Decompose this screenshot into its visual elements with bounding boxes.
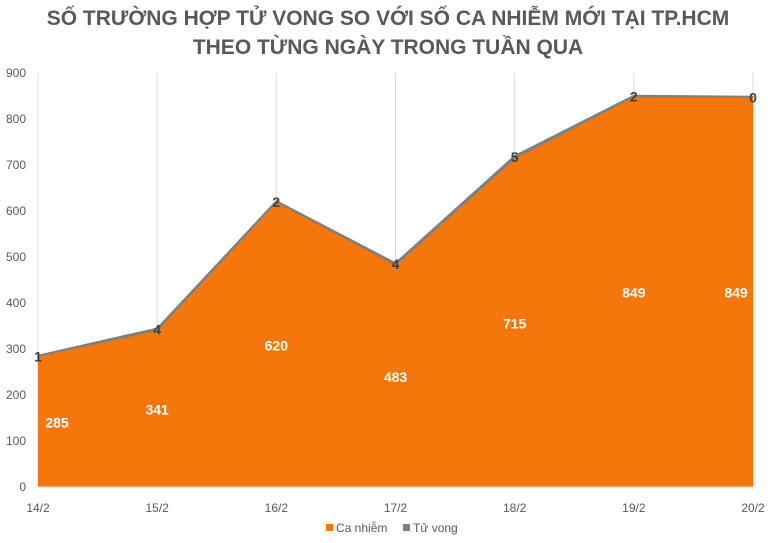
- data-label-ca-nhiem-20/2: 849: [724, 285, 748, 301]
- y-tick-300: 300: [6, 342, 26, 356]
- y-tick-200: 200: [6, 388, 26, 402]
- plot-area: [37, 94, 754, 488]
- series-area-tu-vong: [37, 94, 754, 357]
- data-label-tu-vong-16/2: 2: [272, 194, 280, 210]
- series-area-ca-nhiem: [38, 96, 753, 488]
- y-tick-700: 700: [6, 158, 26, 172]
- y-tick-800: 800: [6, 112, 26, 126]
- x-axis: 14/2 15/2 16/2 17/2 18/2 19/2 20/2: [26, 486, 765, 515]
- data-label-ca-nhiem-16/2: 620: [265, 337, 289, 353]
- legend: Ca nhiễm Tử vong: [326, 520, 458, 535]
- data-label-tu-vong-20/2: 0: [749, 89, 757, 105]
- data-label-ca-nhiem-18/2: 715: [503, 316, 527, 332]
- legend-swatch-ca-nhiem: [326, 524, 333, 531]
- y-tick-900: 900: [6, 66, 26, 80]
- data-label-ca-nhiem-15/2: 341: [145, 402, 169, 418]
- x-tick-16/2: 16/2: [265, 501, 289, 515]
- data-labels: 285 341 620 483 715 849 849 1 4 2 4 5 2 0: [34, 89, 757, 431]
- y-tick-500: 500: [6, 250, 26, 264]
- chart-title-line1: SỐ TRƯỜNG HỢP TỬ VONG SO VỚI SỐ CA NHIỄM…: [47, 6, 730, 30]
- x-tick-17/2: 17/2: [384, 501, 408, 515]
- x-tick-20/2: 20/2: [741, 501, 765, 515]
- legend-label-tu-vong: Tử vong: [413, 521, 458, 535]
- y-axis: 0 100 200 300 400 500 600 700 800 900: [6, 66, 26, 494]
- x-tick-19/2: 19/2: [622, 501, 646, 515]
- data-label-tu-vong-19/2: 2: [630, 89, 638, 105]
- legend-swatch-tu-vong: [403, 524, 410, 531]
- legend-label-ca-nhiem: Ca nhiễm: [336, 520, 387, 535]
- x-tick-18/2: 18/2: [503, 501, 527, 515]
- data-label-ca-nhiem-14/2: 285: [45, 414, 69, 430]
- y-tick-0: 0: [19, 480, 26, 494]
- x-tick-15/2: 15/2: [145, 501, 169, 515]
- chart-title-line2: THEO TỪNG NGÀY TRONG TUẦN QUA: [193, 35, 583, 59]
- y-tick-100: 100: [6, 434, 26, 448]
- data-label-tu-vong-15/2: 4: [153, 321, 161, 337]
- y-tick-400: 400: [6, 296, 26, 310]
- data-label-ca-nhiem-17/2: 483: [384, 369, 408, 385]
- data-label-tu-vong-17/2: 4: [392, 256, 400, 272]
- data-label-tu-vong-18/2: 5: [511, 149, 519, 165]
- x-tick-14/2: 14/2: [26, 501, 50, 515]
- y-tick-600: 600: [6, 204, 26, 218]
- data-label-tu-vong-14/2: 1: [34, 348, 42, 364]
- data-label-ca-nhiem-19/2: 849: [622, 285, 646, 301]
